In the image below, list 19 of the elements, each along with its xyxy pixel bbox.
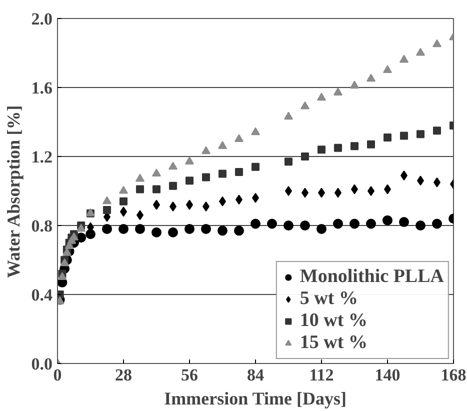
x-tick-label: 84	[247, 366, 264, 384]
legend-label: 5 wt %	[300, 288, 358, 310]
x-tick-label: 56	[181, 366, 198, 384]
x-tick-label: 112	[309, 366, 334, 384]
legend-label: Monolithic PLLA	[300, 266, 444, 288]
y-tick-label: 0.8	[31, 216, 52, 236]
x-axis-title: Immersion Time [Days]	[164, 388, 347, 408]
y-axis-title: Water Absorption [%]	[3, 105, 24, 278]
y-tick-label: 1.6	[31, 78, 52, 98]
x-tick-label: 0	[53, 366, 62, 384]
y-tick-label: 2.0	[31, 10, 52, 28]
legend-label: 15 wt %	[300, 332, 368, 354]
x-tick-label: 140	[374, 366, 400, 384]
y-tick-label: 0.4	[31, 286, 53, 304]
legend-label: 10 wt %	[300, 310, 368, 332]
x-tick-label: 28	[115, 366, 132, 384]
x-tick-label: 168	[440, 366, 466, 384]
y-tick-label: 1.2	[31, 148, 52, 166]
y-tick-label: 0.0	[31, 354, 52, 374]
